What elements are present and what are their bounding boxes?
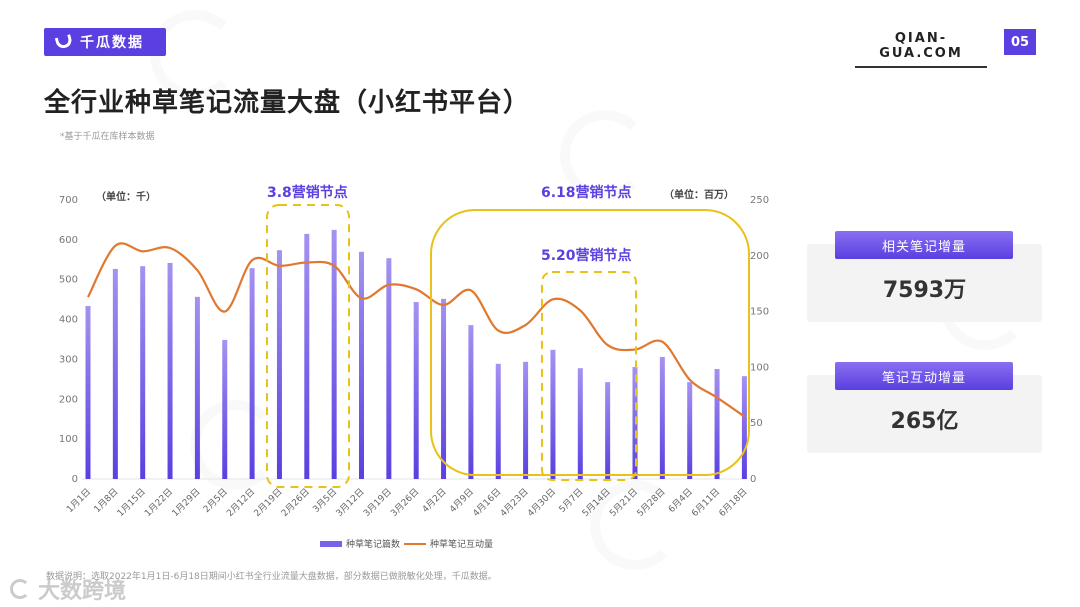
svg-text:200: 200 [59, 394, 78, 405]
page-number: 05 [1004, 29, 1036, 55]
svg-text:300: 300 [59, 354, 78, 365]
stat-label: 笔记互动增量 [835, 362, 1013, 390]
brand-badge: 千瓜数据 [44, 28, 166, 56]
legend-line-label: 种草笔记互动量 [430, 540, 494, 550]
svg-text:2月19日: 2月19日 [252, 486, 285, 519]
svg-text:600: 600 [59, 235, 78, 246]
svg-text:1月22日: 1月22日 [143, 486, 176, 519]
bar [331, 229, 337, 479]
bar [112, 268, 118, 479]
svg-text:5月14日: 5月14日 [580, 486, 613, 519]
corner-logo-icon [10, 579, 30, 599]
bar [359, 251, 364, 479]
bar [741, 376, 747, 479]
svg-text:5月28日: 5月28日 [635, 486, 668, 519]
bar [249, 268, 255, 479]
bar [659, 357, 665, 479]
svg-text:400: 400 [59, 315, 78, 326]
svg-text:0: 0 [750, 474, 756, 485]
stat-label: 相关笔记增量 [835, 231, 1013, 259]
bar [468, 325, 474, 479]
legend-bar-label: 种草笔记篇数 [346, 540, 401, 550]
svg-text:200: 200 [750, 251, 769, 262]
svg-text:4月16日: 4月16日 [471, 486, 504, 519]
bar [523, 361, 529, 479]
svg-text:3月26日: 3月26日 [389, 486, 422, 519]
svg-text:3月19日: 3月19日 [361, 486, 394, 519]
svg-text:5月21日: 5月21日 [607, 486, 640, 519]
legend-bar-swatch [320, 540, 342, 547]
right-axis-unit: （单位：百万） [664, 190, 734, 201]
footnote: 数据说明：选取2022年1月1日-6月18日期间小红书全行业流量大盘数据，部分数… [46, 572, 497, 582]
svg-text:6月11日: 6月11日 [690, 486, 723, 519]
bar [85, 306, 91, 479]
svg-text:50: 50 [750, 418, 763, 429]
svg-text:250: 250 [750, 195, 769, 206]
svg-text:1月15日: 1月15日 [115, 486, 148, 519]
stat-value: 265亿 [890, 409, 959, 434]
stat-card-interactions: 笔记互动增量 265亿 [807, 362, 1042, 453]
legend-line-swatch [404, 542, 427, 545]
bar [687, 382, 693, 479]
svg-text:1月29日: 1月29日 [170, 486, 203, 519]
left-axis-unit: （单位：千） [96, 192, 156, 203]
svg-text:700: 700 [59, 195, 78, 206]
svg-text:150: 150 [750, 307, 769, 318]
bar [577, 368, 583, 479]
bar [386, 258, 392, 479]
bar [550, 349, 556, 479]
svg-text:2月12日: 2月12日 [225, 486, 258, 519]
bar [605, 382, 611, 479]
marker-label-5-20: 5.20营销节点 [541, 248, 632, 264]
bar [714, 368, 720, 479]
svg-text:4月30日: 4月30日 [525, 486, 558, 519]
svg-text:4月2日: 4月2日 [420, 486, 449, 515]
corner-watermark: 大数跨境 [10, 573, 126, 605]
svg-text:6月18日: 6月18日 [717, 486, 750, 519]
marker-label-6-18: 6.18营销节点 [541, 185, 632, 201]
corner-watermark-text: 大数跨境 [38, 579, 127, 604]
svg-text:1月1日: 1月1日 [65, 486, 94, 515]
marker-label-3-8: 3.8营销节点 [267, 185, 348, 201]
stat-card-notes: 相关笔记增量 7593万 [807, 231, 1042, 322]
site-link[interactable]: QIAN-GUA.COM [855, 31, 987, 68]
brand-name: 千瓜数据 [80, 35, 144, 51]
bar [276, 250, 282, 479]
page-title: 全行业种草笔记流量大盘（小红书平台） [44, 88, 531, 118]
svg-text:4月23日: 4月23日 [498, 486, 531, 519]
bar [222, 339, 228, 479]
svg-text:2月26日: 2月26日 [279, 486, 312, 519]
bar [140, 266, 146, 479]
chart-legend: 种草笔记篇数 种草笔记互动量 [320, 537, 493, 550]
data-source-note: *基于千瓜在库样本数据 [60, 132, 155, 142]
bar [413, 302, 419, 479]
svg-text:3月12日: 3月12日 [334, 486, 367, 519]
svg-text:100: 100 [750, 362, 769, 373]
interaction-line [87, 242, 746, 418]
svg-text:0: 0 [72, 474, 78, 485]
bar [441, 298, 447, 479]
stat-value: 7593万 [882, 278, 967, 303]
bar [495, 363, 501, 479]
svg-text:100: 100 [59, 434, 78, 445]
bar [167, 262, 173, 479]
bar [194, 296, 200, 479]
svg-text:500: 500 [59, 275, 78, 286]
bar [304, 233, 310, 479]
